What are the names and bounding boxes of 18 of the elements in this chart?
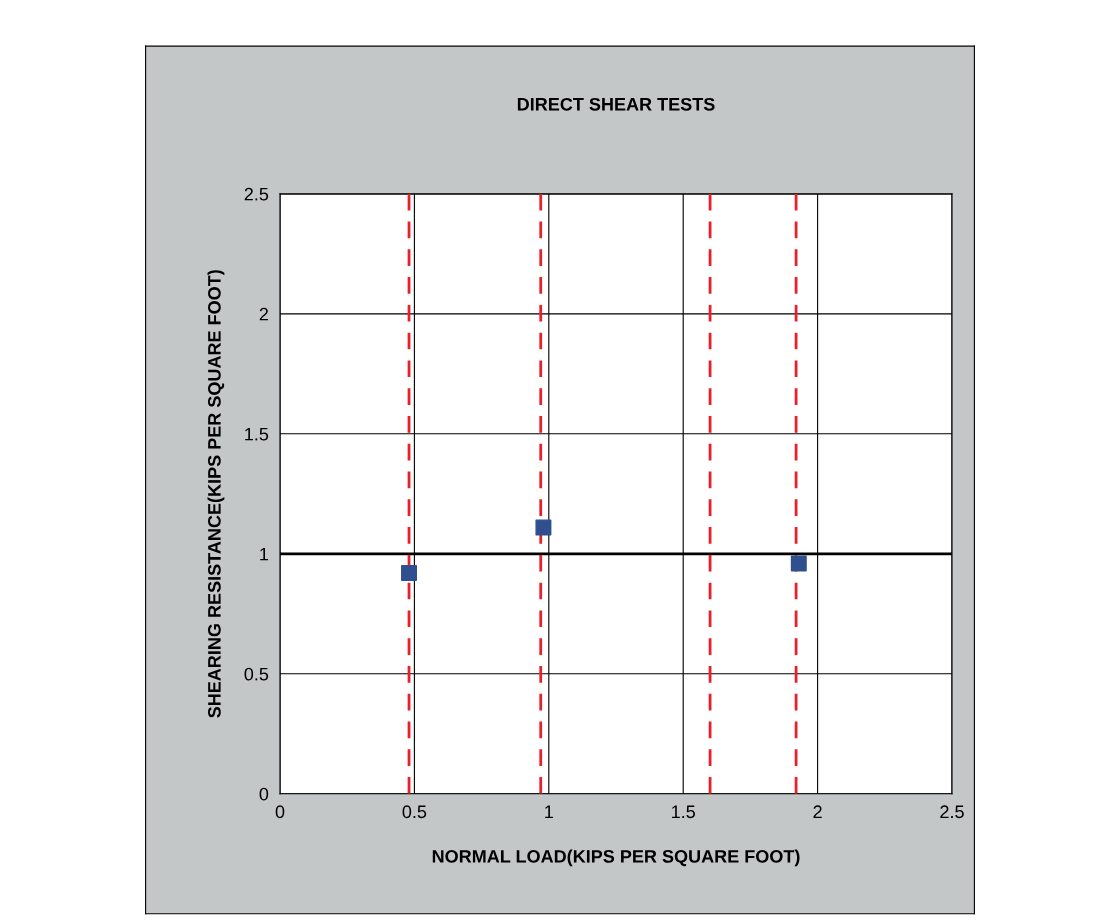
chart-title: DIRECT SHEAR TESTS: [517, 97, 715, 111]
x-tick-label: 0.5: [402, 805, 427, 819]
point: [401, 565, 418, 581]
y-tick-label: 0: [259, 787, 269, 801]
x-tick-label: 1: [545, 805, 553, 818]
x-axis-title: NORMAL LOAD(KIPS PER SQUARE FOOT): [432, 849, 800, 867]
y-tick-label: 1.5: [245, 427, 269, 441]
x-tick-label: 2.5: [940, 805, 964, 819]
y-tick-label: 1: [260, 547, 269, 561]
y-tick-label: 2: [259, 307, 268, 321]
point: [790, 555, 807, 572]
point: [535, 519, 552, 536]
x-tick-label: 1.5: [672, 805, 695, 819]
y-axis-title: SHEARING RESISTANCE(KIPS PER SQUARE FOOT): [207, 270, 225, 718]
x-tick-label: 2: [813, 805, 822, 818]
x-tick-label: 0: [275, 805, 285, 819]
y-tick-label: 0.5: [244, 667, 269, 681]
y-tick-label: 2.5: [244, 187, 269, 201]
